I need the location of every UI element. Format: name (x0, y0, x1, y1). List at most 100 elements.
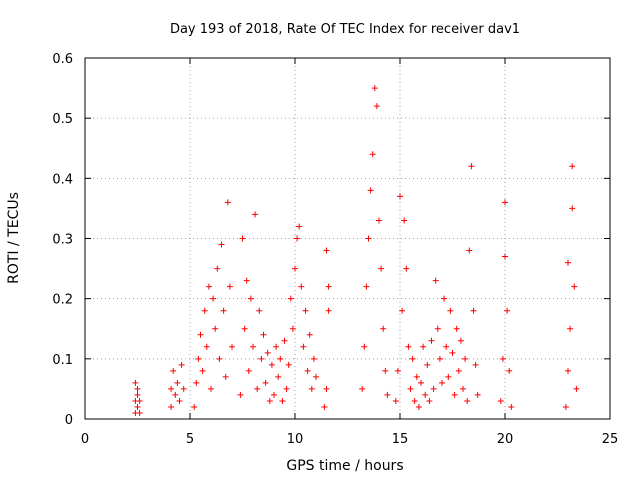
data-point (247, 295, 254, 302)
data-point (170, 367, 177, 374)
data-point (436, 355, 443, 362)
data-point (281, 337, 288, 344)
data-point (273, 343, 280, 350)
data-point (285, 361, 292, 368)
data-point (271, 391, 277, 398)
data-point (308, 385, 315, 392)
data-point (287, 295, 294, 302)
data-point (394, 367, 401, 374)
data-point (168, 403, 175, 410)
data-point (380, 325, 387, 332)
data-point (134, 391, 141, 398)
data-point (210, 295, 217, 302)
data-point (569, 205, 576, 212)
data-point (411, 397, 418, 404)
data-point (254, 385, 261, 392)
data-point (462, 355, 469, 362)
data-point (426, 397, 433, 404)
data-point (300, 343, 307, 350)
data-point (134, 403, 141, 410)
data-point (260, 331, 267, 338)
y-tick-label: 0.6 (52, 52, 73, 67)
data-point (277, 355, 284, 362)
data-point (323, 247, 330, 254)
data-point (361, 343, 368, 350)
data-point (279, 397, 286, 404)
x-axis-title: GPS time / hours (286, 458, 403, 474)
data-point (136, 397, 143, 404)
x-tick-label: 10 (287, 432, 304, 447)
data-point (439, 379, 445, 386)
data-point (449, 349, 456, 356)
data-point (313, 373, 319, 380)
data-point (472, 361, 479, 368)
data-point (243, 277, 250, 284)
data-point (445, 373, 452, 380)
data-point (289, 325, 296, 332)
data-point (499, 355, 506, 362)
data-point (571, 283, 578, 290)
data-point (565, 367, 571, 374)
data-point (258, 355, 265, 362)
data-point (195, 355, 202, 362)
data-point (424, 361, 431, 368)
data-point (415, 403, 422, 410)
data-point (180, 385, 187, 392)
data-point (193, 379, 200, 386)
data-point (226, 283, 233, 290)
data-point (268, 361, 275, 368)
grid-lines (85, 58, 610, 419)
data-point (369, 151, 376, 158)
data-point (174, 379, 181, 386)
chart-title: Day 193 of 2018, Rate Of TEC Index for r… (170, 22, 520, 37)
data-point (292, 265, 298, 272)
data-point (264, 349, 271, 356)
data-points (132, 85, 580, 416)
data-point (296, 223, 303, 230)
data-point (447, 307, 454, 314)
data-point (201, 307, 208, 314)
data-point (506, 367, 513, 374)
data-point (399, 307, 406, 314)
data-point (504, 307, 511, 314)
data-point (460, 385, 466, 392)
data-point (224, 199, 231, 206)
data-point (468, 163, 475, 170)
data-point (434, 325, 441, 332)
plot-frame (84, 57, 611, 420)
data-point (136, 409, 143, 416)
data-point (384, 391, 391, 398)
data-point (220, 307, 227, 314)
data-point (453, 325, 460, 332)
data-point (432, 277, 439, 284)
data-point (367, 187, 374, 194)
data-point (382, 367, 389, 374)
data-point (405, 343, 412, 350)
data-point (256, 307, 263, 314)
data-point (430, 385, 437, 392)
data-point (323, 385, 330, 392)
data-point (441, 295, 448, 302)
data-point (214, 265, 221, 272)
data-point (573, 385, 580, 392)
data-point (199, 367, 206, 374)
data-point (134, 385, 141, 392)
data-point (262, 379, 269, 386)
data-point (470, 307, 477, 314)
data-point (508, 403, 515, 410)
data-point (172, 391, 179, 398)
data-point (567, 325, 574, 332)
data-point (392, 397, 399, 404)
data-point (208, 385, 214, 392)
y-tick-label: 0.2 (52, 293, 73, 308)
data-point (245, 367, 252, 374)
data-point (457, 337, 464, 344)
data-point (304, 367, 311, 374)
data-point (365, 235, 372, 242)
data-point (266, 397, 273, 404)
data-point (306, 331, 313, 338)
data-point (275, 373, 282, 380)
data-point (466, 247, 473, 254)
y-tick-label: 0 (65, 413, 73, 428)
data-point (132, 379, 139, 386)
